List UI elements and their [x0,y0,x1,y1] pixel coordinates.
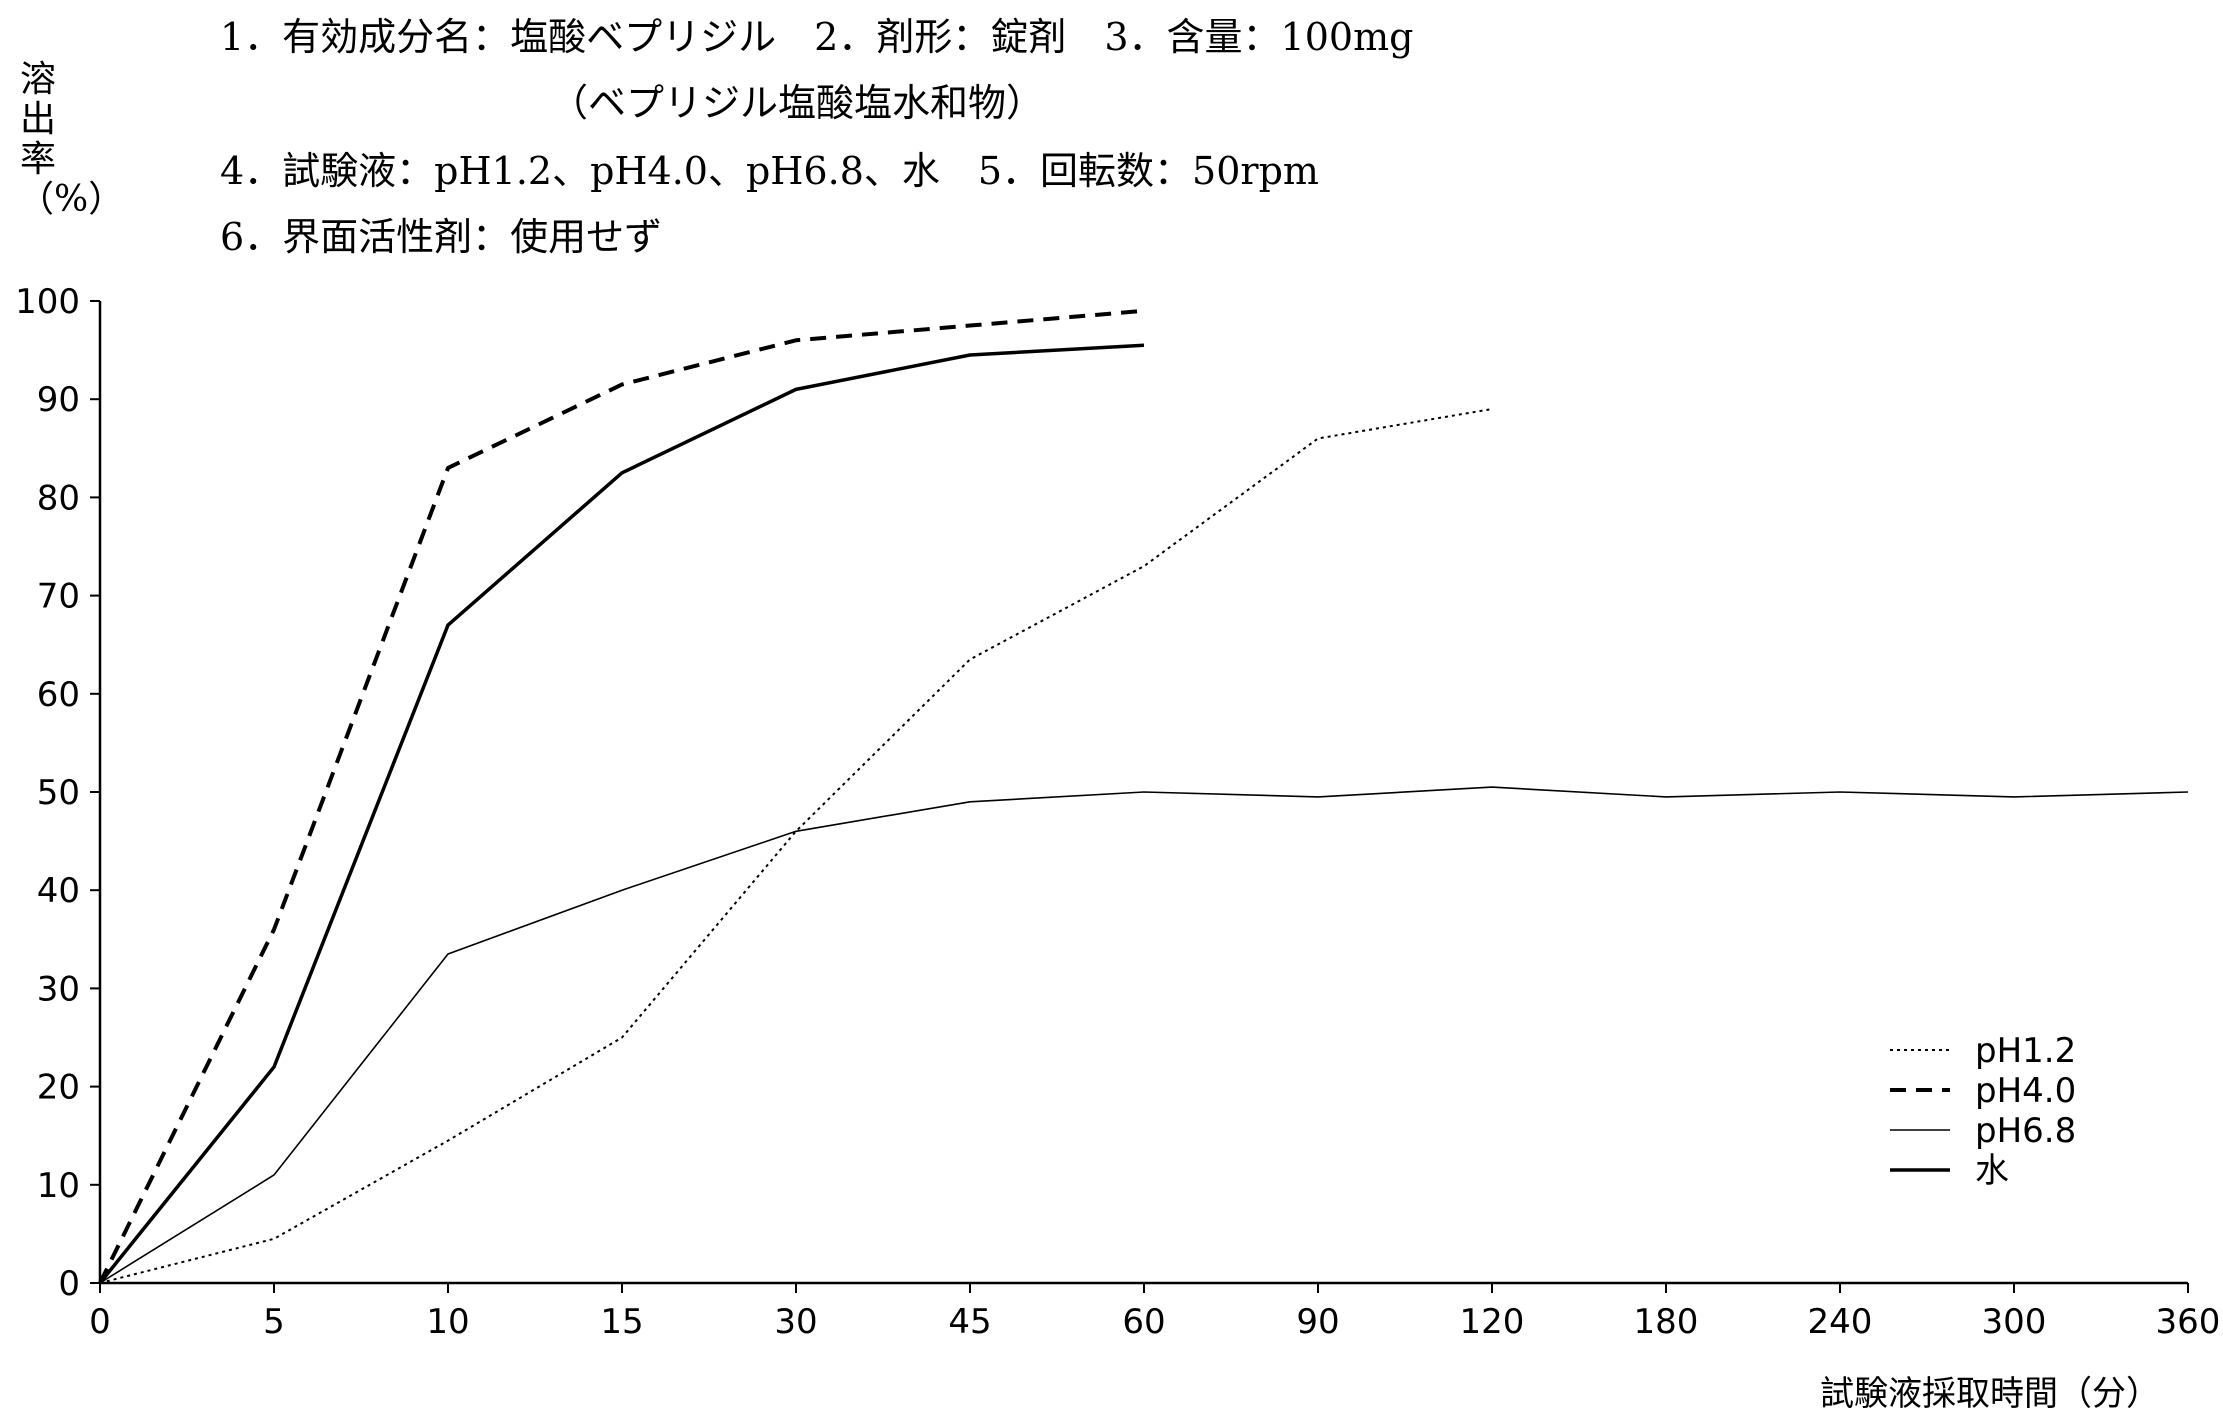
y-tick-label: 10 [37,1166,80,1206]
legend-label: 水 [1975,1151,2009,1191]
legend-label: pH6.8 [1975,1111,2076,1151]
header-line-4: 6．界面活性剤：使用せず [220,215,663,259]
x-tick-label: 360 [2156,1302,2221,1342]
y-tick-label: 0 [58,1264,80,1304]
series-line-pH4.0 [98,308,1145,1284]
header-line-1: 1．有効成分名：塩酸ベプリジル 2．剤形：錠剤 3．含量：100mg [220,15,1414,59]
x-tick-label: 120 [1460,1302,1525,1342]
x-tick-label: 45 [948,1302,991,1342]
x-tick-label: 240 [1808,1302,1873,1342]
series-line-水 [98,343,1145,1285]
x-axis-label: 試験液採取時間（分） [1820,1374,2160,1414]
header-line-2: （ベプリジル塩酸塩水和物） [550,81,1045,125]
series-line-pH1.2 [99,408,1493,1284]
x-tick-label: 15 [600,1302,643,1342]
y-tick-label: 20 [37,1068,80,1108]
series-line-pH6.8 [99,786,2189,1284]
x-tick-label: 180 [1634,1302,1699,1342]
y-tick-label: 80 [37,478,80,518]
x-tick-label: 30 [774,1302,817,1342]
y-tick-label: 90 [37,380,80,420]
legend-label: pH1.2 [1975,1031,2076,1071]
y-tick-label: 60 [37,675,80,715]
header-line-3: 4．試験液：pH1.2、pH4.0、pH6.8、水 5．回転数：50rpm [220,149,1319,193]
y-tick-label: 40 [37,871,80,911]
x-tick-label: 5 [263,1302,285,1342]
axes: 0 5 10 15 30 45 60 90 120 180 240 300 360 0 10 20 30 40 50… [15,282,2220,1342]
y-tick-label: 30 [37,969,80,1009]
y-tick-label: 50 [37,773,80,813]
x-tick-label: 60 [1122,1302,1165,1342]
x-tick-label: 0 [89,1302,111,1342]
x-tick-label: 10 [426,1302,469,1342]
legend-label: pH4.0 [1975,1071,2076,1111]
x-tick-label: 300 [1982,1302,2047,1342]
x-tick-label: 90 [1296,1302,1339,1342]
y-tick-label: 100 [15,282,80,322]
y-tick-label: 70 [37,577,80,617]
series-lines [98,308,2189,1285]
